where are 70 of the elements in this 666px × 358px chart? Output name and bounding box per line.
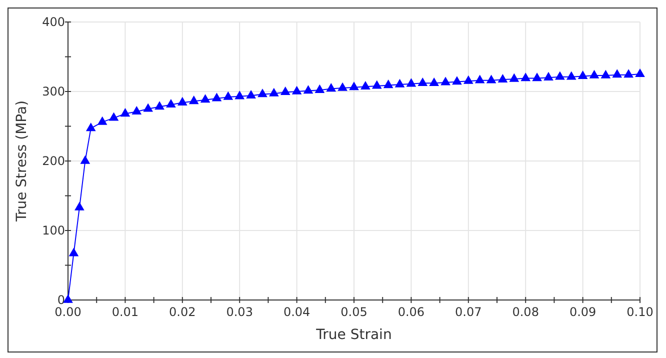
point	[132, 106, 142, 114]
x-tick-label: 0.03	[226, 305, 253, 319]
point	[406, 78, 416, 87]
point	[223, 91, 234, 100]
point	[280, 86, 290, 96]
point	[418, 77, 428, 86]
point	[177, 96, 188, 106]
point	[74, 202, 84, 210]
point	[544, 72, 554, 80]
y-tick-label: 0	[57, 293, 65, 307]
point	[394, 78, 405, 88]
point	[532, 72, 542, 82]
point	[292, 86, 302, 94]
point	[635, 68, 645, 77]
point	[68, 248, 79, 256]
point	[154, 101, 164, 110]
point	[509, 73, 520, 82]
point	[600, 70, 611, 78]
point	[80, 155, 90, 164]
point	[360, 80, 370, 90]
x-tick-label: 0.00	[54, 305, 82, 319]
point	[440, 76, 450, 86]
point	[452, 76, 462, 85]
y-tick-label: 400	[42, 15, 65, 29]
point	[234, 90, 245, 100]
point	[486, 74, 496, 84]
point	[246, 90, 256, 99]
point	[578, 70, 588, 80]
point	[383, 80, 394, 88]
point	[349, 82, 359, 90]
point	[258, 88, 268, 98]
point	[166, 99, 176, 108]
y-tick-label: 200	[42, 154, 65, 168]
point	[120, 108, 130, 117]
x-tick-label: 0.07	[455, 305, 482, 319]
point	[498, 74, 508, 83]
x-tick-label: 0.08	[512, 305, 539, 319]
point	[97, 116, 108, 125]
point	[188, 96, 199, 104]
point	[314, 84, 325, 93]
y-axis-title: True Stress (MPa)	[14, 100, 30, 223]
point	[463, 75, 474, 84]
point	[566, 71, 576, 80]
point	[554, 71, 565, 80]
y-tick-label: 100	[42, 224, 65, 238]
point	[624, 69, 634, 78]
point	[589, 70, 600, 78]
point	[108, 112, 119, 121]
point	[86, 122, 96, 132]
point	[520, 72, 531, 82]
x-tick-label: 0.01	[112, 305, 139, 319]
x-axis-title: True Strain	[315, 327, 392, 343]
x-tick-label: 0.05	[340, 305, 368, 319]
x-tick-label: 0.04	[283, 305, 310, 319]
point	[143, 103, 154, 112]
y-tick-label: 300	[42, 84, 65, 98]
point	[268, 88, 279, 96]
point	[200, 94, 210, 103]
point	[474, 74, 485, 84]
x-tick-label: 0.06	[398, 305, 425, 319]
x-tick-label: 0.02	[169, 305, 196, 319]
point	[372, 80, 382, 89]
point	[429, 77, 440, 86]
x-tick-label: 0.09	[569, 305, 596, 319]
point	[212, 92, 222, 102]
x-tick-label: 0.10	[626, 305, 654, 319]
point	[303, 85, 314, 94]
point	[338, 82, 348, 91]
point	[612, 69, 622, 78]
point	[326, 83, 336, 92]
